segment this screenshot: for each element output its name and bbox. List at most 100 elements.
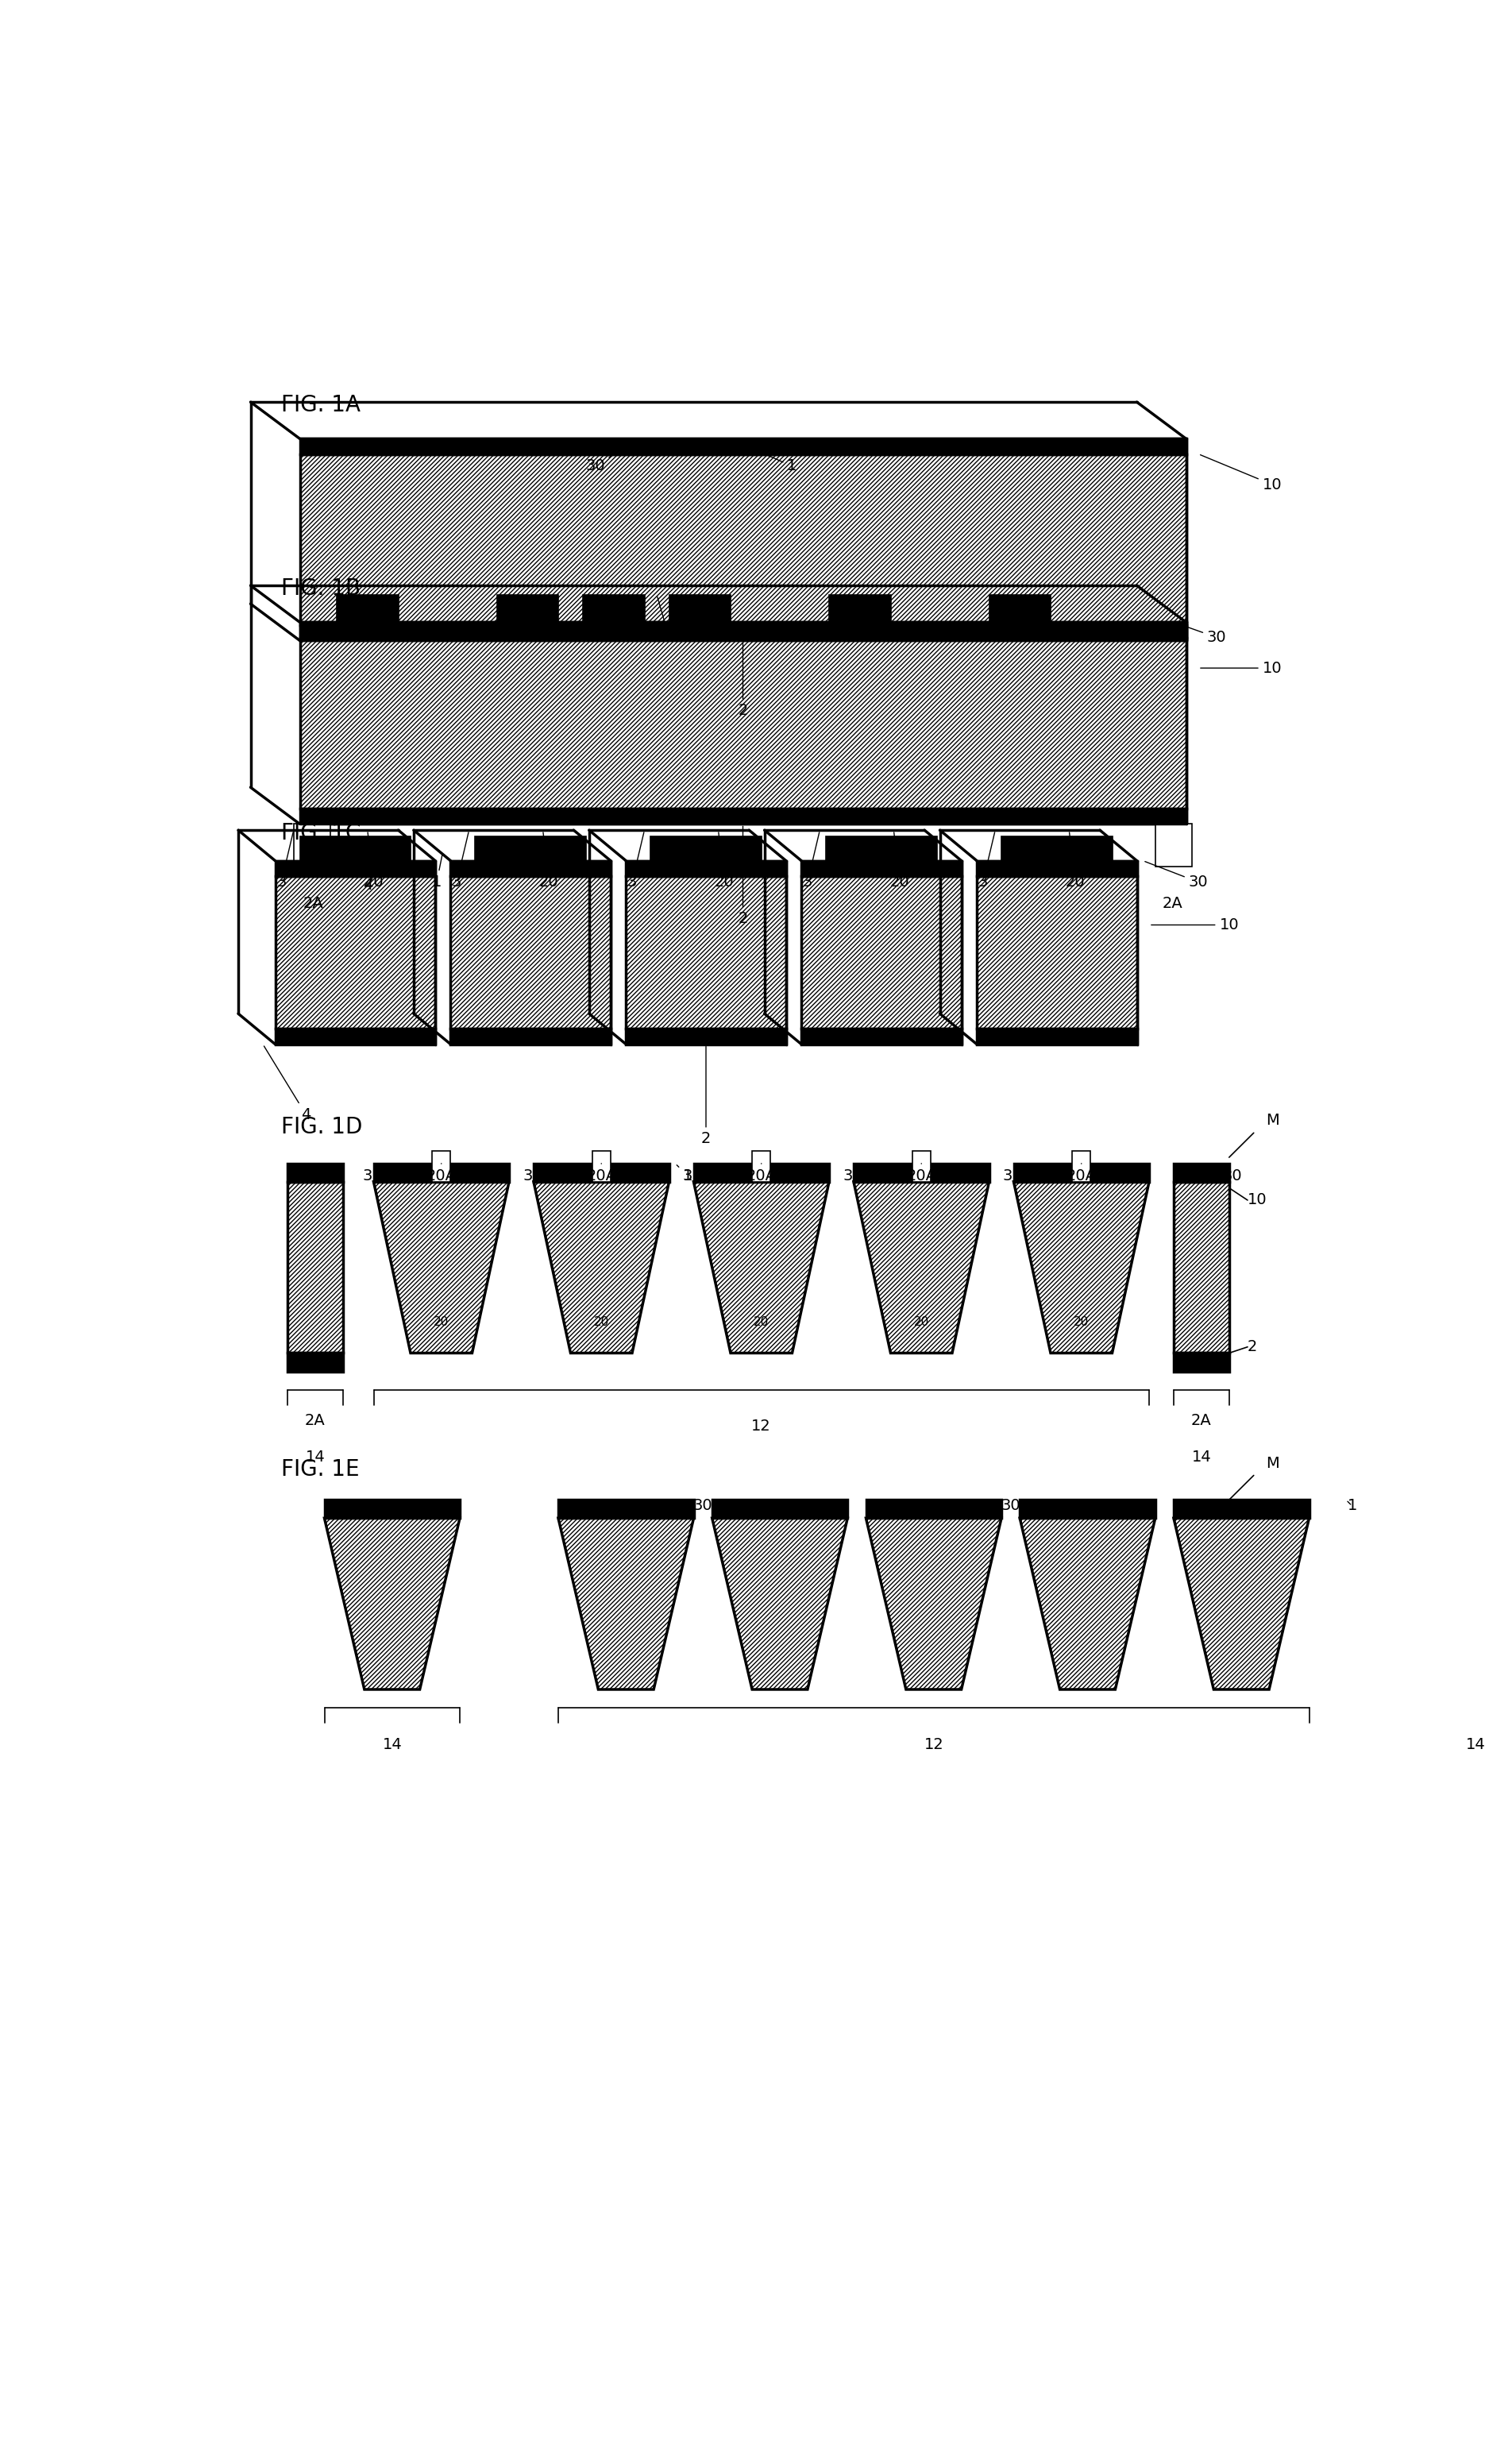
Text: 30: 30: [585, 441, 637, 475]
Text: FIG. 1D: FIG. 1D: [281, 1116, 363, 1138]
Bar: [1013, 1163, 1149, 1182]
Text: 3: 3: [277, 832, 293, 889]
Text: 20A: 20A: [1226, 1498, 1256, 1513]
Text: 10: 10: [1151, 918, 1238, 933]
Bar: [751, 1151, 771, 1182]
Text: 14: 14: [305, 1449, 325, 1464]
Bar: [293, 825, 331, 867]
Polygon shape: [694, 1182, 829, 1354]
Polygon shape: [287, 1182, 343, 1354]
Text: 3: 3: [842, 1165, 859, 1182]
Polygon shape: [325, 1518, 460, 1689]
Polygon shape: [558, 1518, 694, 1689]
Text: 20: 20: [753, 1317, 770, 1329]
Text: 14: 14: [1191, 1449, 1211, 1464]
Bar: [299, 837, 411, 862]
Text: 1: 1: [677, 1165, 692, 1182]
Text: 20A: 20A: [765, 1498, 795, 1513]
Text: 12: 12: [924, 1738, 943, 1753]
Bar: [712, 1501, 848, 1518]
Bar: [299, 453, 1185, 624]
Bar: [1173, 1163, 1229, 1182]
Bar: [668, 595, 730, 622]
Polygon shape: [1408, 1518, 1512, 1689]
Polygon shape: [1013, 1182, 1149, 1354]
Text: 30: 30: [1204, 1165, 1241, 1182]
Text: 20A: 20A: [611, 1498, 641, 1513]
Text: 3: 3: [854, 597, 865, 644]
Text: 3: 3: [452, 832, 469, 889]
Bar: [275, 1028, 435, 1045]
Text: 20A: 20A: [747, 1163, 777, 1182]
Bar: [626, 862, 786, 876]
Text: 12: 12: [751, 1420, 771, 1435]
Text: 20: 20: [594, 1317, 609, 1329]
Text: 1: 1: [733, 441, 797, 475]
Bar: [829, 595, 891, 622]
Bar: [451, 862, 611, 876]
Bar: [299, 624, 1185, 641]
Text: 20: 20: [715, 832, 735, 889]
Text: 20A: 20A: [1072, 1498, 1102, 1513]
Bar: [373, 1163, 510, 1182]
Bar: [854, 1163, 989, 1182]
Text: 2: 2: [702, 1045, 711, 1146]
Bar: [337, 595, 398, 622]
Bar: [299, 636, 1185, 808]
Text: 20: 20: [434, 1317, 449, 1329]
Text: 1: 1: [432, 854, 443, 889]
Text: 4: 4: [321, 837, 372, 894]
Bar: [1408, 1501, 1512, 1518]
Bar: [626, 876, 786, 1028]
Bar: [432, 1151, 451, 1182]
Text: 3: 3: [682, 1165, 699, 1182]
Text: 3: 3: [584, 597, 612, 644]
Text: 3: 3: [1002, 1165, 1018, 1182]
Polygon shape: [712, 1518, 848, 1689]
Text: 3: 3: [1015, 597, 1025, 644]
Bar: [497, 595, 558, 622]
Text: 20: 20: [891, 832, 910, 889]
Text: 20: 20: [540, 832, 559, 889]
Bar: [584, 595, 644, 622]
Text: 2: 2: [1247, 1339, 1258, 1354]
Text: 14: 14: [1465, 1738, 1485, 1753]
Text: FIG. 1B: FIG. 1B: [281, 578, 361, 600]
Bar: [1021, 1501, 1155, 1518]
Bar: [801, 876, 962, 1028]
Text: M: M: [1266, 1457, 1279, 1471]
Bar: [866, 1501, 1001, 1518]
Bar: [977, 862, 1137, 876]
Text: 2: 2: [738, 827, 748, 925]
Text: 20: 20: [913, 1317, 928, 1329]
Bar: [650, 837, 762, 862]
Text: 4: 4: [265, 1045, 311, 1121]
Text: 20A: 20A: [426, 1163, 457, 1182]
Text: 10: 10: [1201, 455, 1282, 492]
Text: 20A: 20A: [919, 1498, 948, 1513]
Text: 3: 3: [363, 1165, 378, 1182]
Bar: [694, 1163, 829, 1182]
Bar: [558, 1501, 694, 1518]
Bar: [801, 862, 962, 876]
Text: FIG. 1A: FIG. 1A: [281, 394, 361, 416]
Bar: [299, 438, 1185, 453]
Text: 20A: 20A: [587, 1163, 617, 1182]
Text: 3: 3: [523, 1165, 538, 1182]
Text: FIG. 1C: FIG. 1C: [281, 823, 361, 845]
Polygon shape: [1021, 1518, 1155, 1689]
Text: 20A: 20A: [906, 1163, 936, 1182]
Polygon shape: [1173, 1182, 1229, 1354]
Text: 3: 3: [700, 597, 717, 644]
Text: 14: 14: [383, 1738, 402, 1753]
Text: 2A: 2A: [1191, 1412, 1211, 1427]
Text: 30: 30: [1001, 1498, 1021, 1513]
Bar: [989, 595, 1051, 622]
Bar: [977, 1028, 1137, 1045]
Text: 20: 20: [1066, 832, 1086, 889]
Text: M: M: [1266, 1114, 1279, 1129]
Bar: [287, 1163, 343, 1182]
Bar: [299, 622, 1185, 636]
Text: 3: 3: [627, 832, 644, 889]
Text: 3: 3: [978, 832, 995, 889]
